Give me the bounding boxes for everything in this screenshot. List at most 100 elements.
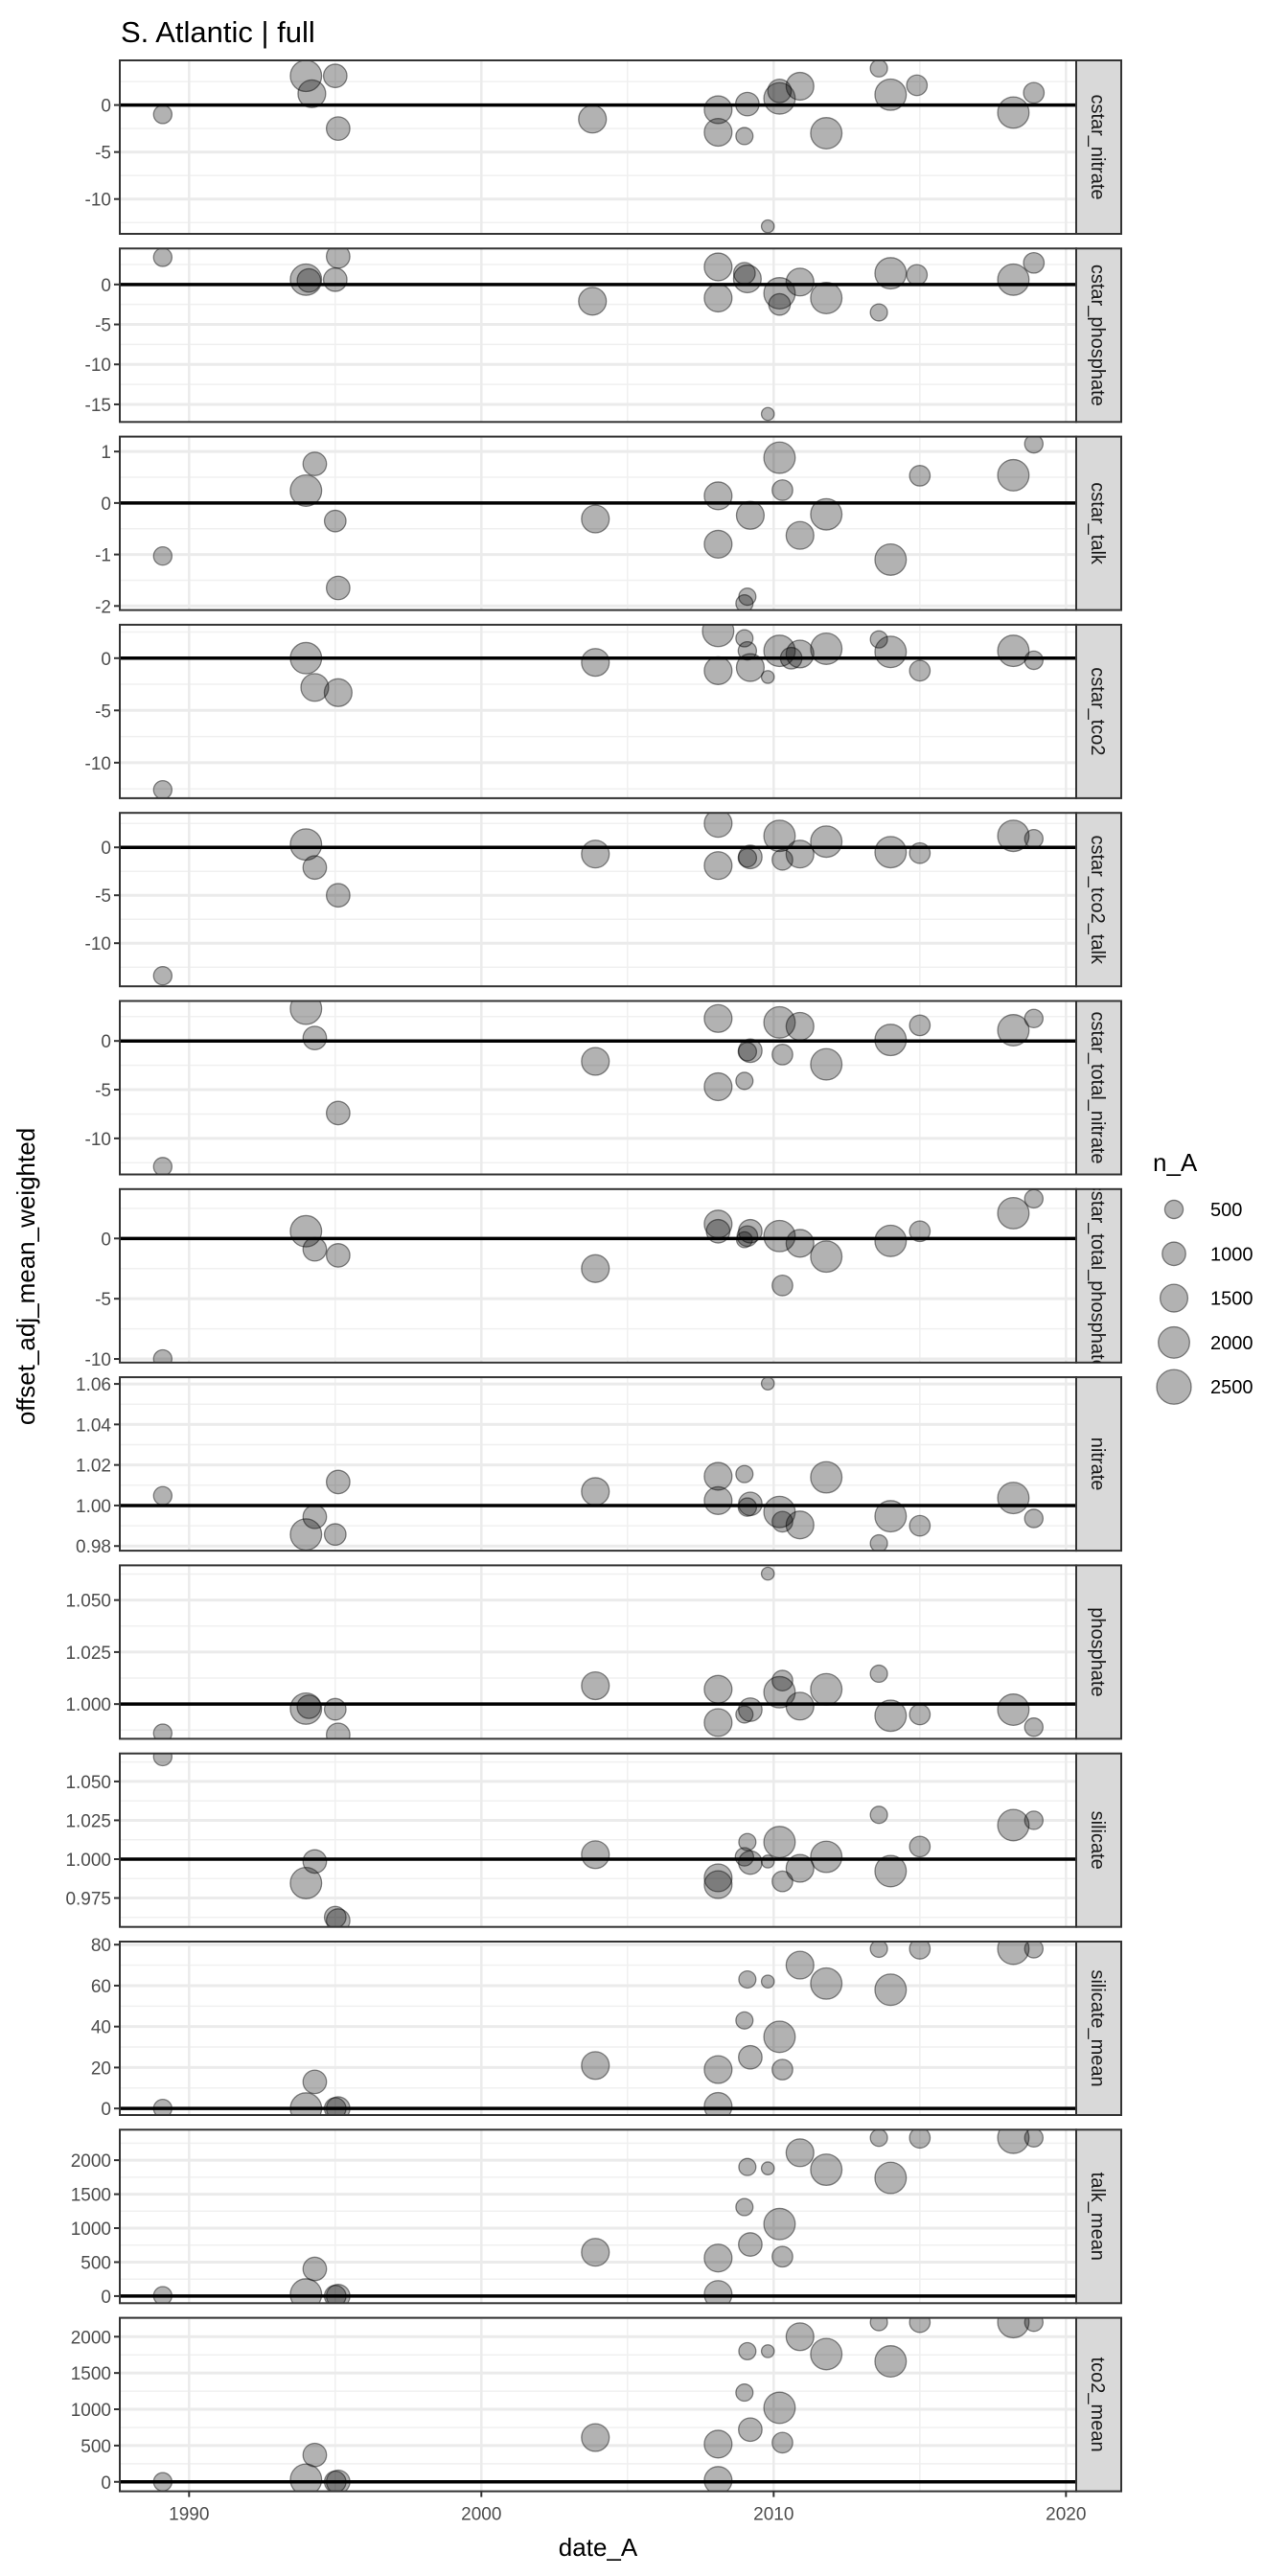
data-point bbox=[732, 262, 756, 286]
panel-background bbox=[120, 813, 1076, 987]
data-point bbox=[997, 1942, 1030, 1966]
y-tick-label: 1.025 bbox=[65, 1644, 111, 1664]
data-point bbox=[581, 1840, 610, 1870]
data-point bbox=[289, 1866, 323, 1899]
data-point bbox=[581, 2051, 610, 2081]
data-point bbox=[771, 1870, 794, 1893]
data-point bbox=[906, 264, 929, 287]
data-point bbox=[997, 458, 1030, 492]
data-point bbox=[908, 2317, 932, 2334]
data-point bbox=[323, 1523, 347, 1547]
data-point bbox=[771, 2245, 794, 2268]
data-point bbox=[302, 855, 328, 881]
data-point bbox=[874, 1024, 908, 1057]
facet-strip bbox=[1075, 59, 1122, 235]
data-point bbox=[289, 1214, 323, 1248]
facet-strip-label: talk_mean bbox=[1087, 2173, 1108, 2261]
data-point bbox=[734, 1847, 755, 1867]
data-point bbox=[1024, 2129, 1044, 2148]
data-point bbox=[738, 1969, 757, 1990]
data-point bbox=[760, 1377, 775, 1391]
data-point bbox=[869, 303, 888, 322]
data-point bbox=[908, 1835, 932, 1858]
data-point bbox=[703, 95, 733, 125]
data-point bbox=[703, 1863, 733, 1893]
data-point bbox=[703, 1461, 733, 1491]
facet-panel-cstar-nitrate: -10 -5 0 cstar_nitrate bbox=[85, 59, 1122, 235]
data-point bbox=[810, 497, 843, 531]
y-tick-label: 1000 bbox=[71, 2401, 111, 2421]
strip-label-clip: silicate_mean bbox=[1087, 1969, 1108, 2086]
data-point bbox=[323, 2285, 347, 2304]
data-point bbox=[874, 1854, 908, 1888]
data-point bbox=[997, 263, 1030, 296]
y-tick-label: 0 bbox=[101, 2100, 111, 2120]
points bbox=[152, 1188, 1044, 1363]
data-point bbox=[738, 1850, 763, 1875]
data-point bbox=[785, 639, 815, 669]
data-point bbox=[322, 266, 348, 292]
gridlines bbox=[120, 813, 1076, 987]
data-point bbox=[810, 2153, 843, 2187]
points bbox=[152, 813, 1044, 986]
data-point bbox=[296, 1694, 322, 1719]
data-point bbox=[300, 673, 330, 702]
data-point bbox=[810, 1460, 843, 1494]
data-point bbox=[810, 1672, 843, 1706]
facet-strip-label: cstar_total_phosphate bbox=[1087, 1182, 1108, 1370]
y-tick-label: -1 bbox=[95, 546, 111, 566]
y-tick-label: 1500 bbox=[71, 2364, 111, 2384]
data-point bbox=[810, 2337, 843, 2371]
data-point bbox=[703, 2429, 733, 2459]
data-point bbox=[703, 1708, 733, 1737]
data-point bbox=[703, 2091, 733, 2115]
data-point bbox=[297, 79, 327, 108]
data-point bbox=[325, 2284, 351, 2304]
y-tick-label: -10 bbox=[85, 1130, 111, 1150]
data-point bbox=[289, 2463, 323, 2492]
y-tick-label: -15 bbox=[85, 396, 111, 416]
data-point bbox=[997, 1196, 1030, 1230]
legend-key-label: 1000 bbox=[1210, 1244, 1254, 1265]
data-point bbox=[289, 2278, 323, 2304]
points bbox=[152, 1566, 1044, 1739]
data-point bbox=[771, 1669, 794, 1692]
data-point bbox=[152, 2098, 173, 2115]
panel-background bbox=[120, 436, 1076, 610]
points bbox=[152, 1000, 1044, 1175]
data-point bbox=[1024, 1008, 1044, 1029]
facet-strip bbox=[1075, 1941, 1122, 2116]
data-point bbox=[908, 659, 932, 682]
data-point bbox=[1024, 650, 1044, 671]
facet-strip-label: cstar_nitrate bbox=[1087, 94, 1108, 199]
y-tick-label: 1.025 bbox=[65, 1811, 111, 1831]
data-point bbox=[768, 292, 792, 316]
y-tick-label: 1000 bbox=[71, 2220, 111, 2240]
data-point bbox=[578, 287, 608, 316]
strip-label-clip: cstar_total_nitrate bbox=[1087, 1012, 1108, 1164]
y-tick-label: -5 bbox=[95, 1081, 111, 1101]
data-point bbox=[323, 509, 347, 533]
data-point bbox=[289, 474, 323, 507]
data-point bbox=[323, 2470, 347, 2492]
data-point bbox=[760, 670, 775, 684]
data-point bbox=[869, 2317, 888, 2332]
data-point bbox=[738, 2417, 763, 2443]
data-point bbox=[581, 2238, 610, 2267]
data-point bbox=[323, 1905, 347, 1927]
panel-background bbox=[120, 1000, 1076, 1175]
y-tick-label: 1.000 bbox=[65, 1695, 111, 1715]
data-point bbox=[760, 1854, 775, 1869]
data-point bbox=[874, 78, 908, 111]
data-point bbox=[1024, 1717, 1044, 1737]
data-point bbox=[325, 883, 351, 908]
y-tick-label: -2 bbox=[95, 597, 111, 617]
y-tick-label: 0 bbox=[101, 650, 111, 670]
data-point bbox=[763, 1005, 796, 1039]
data-point bbox=[785, 520, 815, 550]
strip-label-clip: talk_mean bbox=[1087, 2173, 1108, 2261]
data-point bbox=[760, 218, 775, 234]
y-tick-label: 1.06 bbox=[76, 1375, 111, 1395]
data-point bbox=[869, 1806, 888, 1825]
data-point bbox=[152, 1753, 173, 1767]
